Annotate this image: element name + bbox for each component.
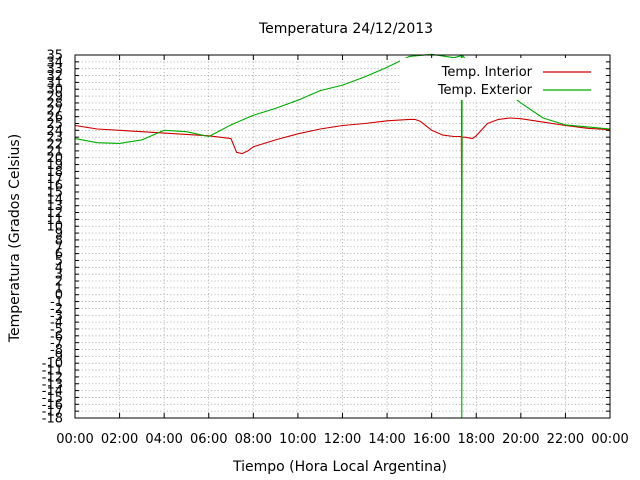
y-tick-label: 20 bbox=[46, 151, 63, 166]
y-tick-label: 35 bbox=[46, 49, 63, 64]
y-tick-label: 26 bbox=[46, 110, 63, 125]
y-tick-label: 14 bbox=[46, 192, 63, 207]
x-tick-label: 22:00 bbox=[547, 432, 584, 447]
y-tick-label: -7 bbox=[50, 336, 63, 351]
x-tick-label: 10:00 bbox=[279, 432, 316, 447]
x-tick-label: 00:00 bbox=[56, 432, 93, 447]
y-tick-label: -8 bbox=[50, 343, 63, 358]
y-tick-label: 3 bbox=[55, 268, 63, 283]
y-tick-label: 30 bbox=[46, 83, 63, 98]
y-tick-label: 33 bbox=[46, 62, 63, 77]
y-tick-label: -16 bbox=[42, 398, 63, 413]
y-tick-label: 28 bbox=[46, 96, 63, 111]
y-tick-label: -14 bbox=[42, 384, 63, 399]
y-tick-label: -13 bbox=[42, 377, 63, 392]
y-tick-label: 18 bbox=[46, 165, 63, 180]
y-tick-label: 4 bbox=[55, 261, 63, 276]
y-tick-label: -11 bbox=[42, 364, 63, 379]
y-tick-label: 27 bbox=[46, 103, 63, 118]
plot-frame bbox=[74, 54, 611, 419]
y-tick-label: 17 bbox=[46, 172, 63, 187]
chart-title: Temperatura 24/12/2013 bbox=[258, 21, 433, 37]
x-tick-label: 08:00 bbox=[235, 432, 272, 447]
y-tick-label: -1 bbox=[50, 295, 63, 310]
x-tick-labels: 00:00 02:00 04:00 06:00 08:00 10:00 12:00 14:00… bbox=[56, 432, 628, 447]
y-tick-label: 25 bbox=[46, 117, 63, 132]
x-tick-label: 12:00 bbox=[324, 432, 361, 447]
x-tick-label: 04:00 bbox=[145, 432, 182, 447]
x-axis-label: Tiempo (Hora Local Argentina) bbox=[232, 459, 447, 475]
y-tick-label: 21 bbox=[46, 144, 63, 159]
y-tick-label: 15 bbox=[46, 185, 63, 200]
y-tick-label: 22 bbox=[46, 138, 63, 153]
legend-background bbox=[400, 58, 605, 100]
y-tick-label: 10 bbox=[46, 220, 63, 235]
y-tick-label: 23 bbox=[46, 131, 63, 146]
x-tick-label: 16:00 bbox=[413, 432, 450, 447]
y-tick-label: 9 bbox=[55, 227, 63, 242]
y-tick-label: 7 bbox=[55, 240, 63, 255]
x-tick-label: 14:00 bbox=[368, 432, 405, 447]
y-tick-label: 19 bbox=[46, 158, 63, 173]
x-tick-label: 18:00 bbox=[458, 432, 495, 447]
y-tick-label: 16 bbox=[46, 179, 63, 194]
grid-lines bbox=[75, 55, 610, 418]
y-tick-label: -6 bbox=[50, 329, 63, 344]
legend-label-interior: Temp. Interior bbox=[441, 65, 533, 80]
y-tick-label: -12 bbox=[42, 370, 63, 385]
y-tick-label: -2 bbox=[50, 302, 63, 317]
y-tick-label: -10 bbox=[42, 357, 63, 372]
y-tick-label: 12 bbox=[46, 206, 63, 221]
x-tick-label: 06:00 bbox=[190, 432, 227, 447]
y-tick-label: -9 bbox=[50, 350, 63, 365]
y-tick-label: 0 bbox=[55, 288, 63, 303]
y-tick-label: 6 bbox=[55, 247, 63, 262]
legend-label-exterior: Temp. Exterior bbox=[437, 83, 533, 98]
y-tick-label: -15 bbox=[42, 391, 63, 406]
y-tick-label: 13 bbox=[46, 199, 63, 214]
y-tick-label: -17 bbox=[42, 405, 63, 420]
series-line-interior bbox=[74, 117, 611, 272]
y-tick-label: 24 bbox=[46, 124, 63, 139]
y-tick-label: 31 bbox=[46, 76, 63, 91]
y-axis-label: Temperatura (Grados Celsius) bbox=[7, 134, 23, 343]
y-tick-label: 11 bbox=[46, 213, 63, 228]
legend: Temp. Interior Temp. Exterior bbox=[400, 58, 605, 100]
y-tick-label: 32 bbox=[46, 69, 63, 84]
y-tick-label: -3 bbox=[50, 309, 63, 324]
x-tick-label: 00:00 bbox=[591, 432, 628, 447]
y-tick-label: 2 bbox=[55, 275, 63, 290]
y-tick-label: 29 bbox=[46, 90, 63, 105]
y-tick-label: 1 bbox=[55, 281, 63, 296]
y-tick-label: -4 bbox=[50, 316, 63, 331]
x-tick-label: 20:00 bbox=[502, 432, 539, 447]
x-tick-label: 02:00 bbox=[101, 432, 138, 447]
y-tick-label: -5 bbox=[50, 322, 63, 337]
y-tick-label: 8 bbox=[55, 233, 63, 248]
y-tick-labels: 3534333231302928272625242322212019181716… bbox=[42, 49, 63, 427]
y-tick-label: 34 bbox=[46, 55, 63, 70]
y-tick-label: -18 bbox=[42, 412, 63, 427]
y-tick-label: 5 bbox=[55, 254, 63, 269]
